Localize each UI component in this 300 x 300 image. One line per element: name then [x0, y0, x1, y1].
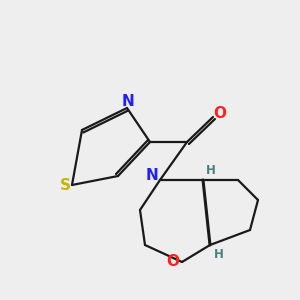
Text: O: O: [167, 254, 179, 269]
Text: H: H: [206, 164, 216, 176]
Text: N: N: [122, 94, 134, 109]
Text: S: S: [59, 178, 70, 193]
Text: H: H: [214, 248, 224, 260]
Text: O: O: [214, 106, 226, 121]
Text: N: N: [146, 169, 158, 184]
